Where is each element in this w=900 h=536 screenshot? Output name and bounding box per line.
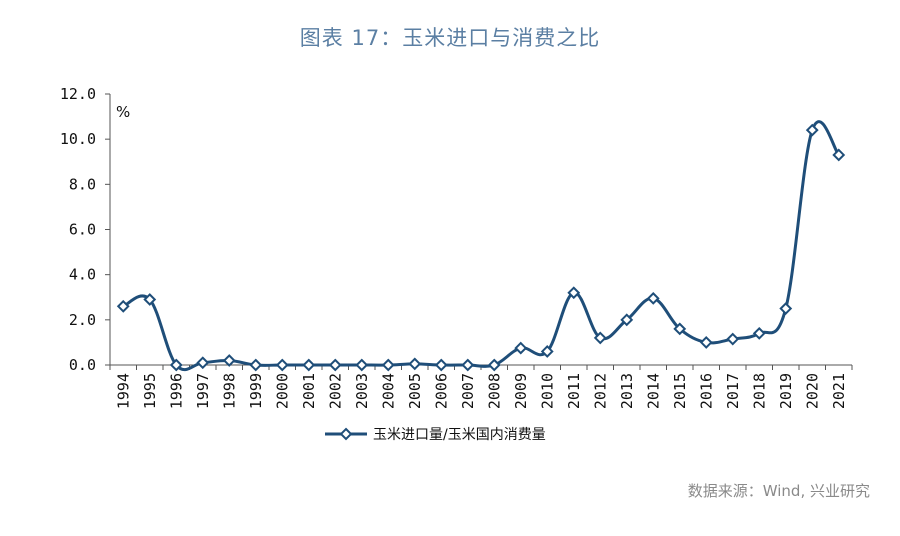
x-tick-label: 2000: [273, 373, 291, 409]
data-point: [752, 326, 766, 340]
x-axis: 1994 1995 1996 1997 1998 1999 2000 2001 2002 2003…: [109, 364, 853, 409]
data-point: [487, 358, 501, 372]
data-point: [328, 358, 342, 372]
x-tick-label: 2014: [644, 373, 662, 409]
x-tick-label: 2001: [300, 373, 318, 409]
data-point: [408, 357, 422, 371]
data-point: [196, 356, 210, 370]
x-tick-label: 2020: [803, 373, 821, 409]
data-point: [805, 123, 819, 137]
data-point: [540, 345, 554, 358]
data-point: [434, 358, 448, 372]
x-tick-label: 2018: [750, 373, 768, 409]
x-tick-label: 2019: [777, 373, 795, 409]
x-tick-label: 2007: [459, 373, 477, 409]
chart-title: 图表 17：玉米进口与消费之比: [299, 26, 601, 50]
x-tick-label: 1995: [141, 373, 159, 409]
series-line: [122, 120, 840, 372]
x-tick-label: 2005: [406, 373, 424, 409]
data-point: [249, 358, 263, 372]
x-tick-label: 2010: [538, 373, 556, 409]
x-tick-label: 2021: [830, 373, 848, 409]
x-tick-label: 1997: [194, 373, 212, 409]
data-point: [779, 302, 793, 315]
data-point: [222, 354, 236, 367]
x-tick-label: 2006: [432, 373, 450, 409]
data-point: [461, 358, 475, 372]
data-point: [381, 358, 395, 372]
data-point: [832, 148, 846, 162]
y-tick-label: 8.0: [69, 175, 96, 193]
x-tick-label: 2002: [326, 373, 344, 409]
x-tick-label: 2008: [485, 373, 503, 409]
data-point: [275, 358, 289, 372]
x-tick-label: 2013: [618, 373, 636, 409]
y-axis: 0.0 2.0 4.0 6.0 8.0 10.0 12.0: [60, 85, 111, 374]
data-point: [355, 358, 369, 372]
data-point: [593, 331, 607, 345]
x-tick-label: 1998: [220, 373, 238, 409]
data-point: [726, 332, 740, 346]
y-tick-label: 12.0: [60, 85, 96, 103]
x-tick-label: 2017: [724, 373, 742, 409]
x-tick-label: 1996: [167, 373, 185, 409]
data-point: [169, 358, 183, 372]
source-note: 数据来源：Wind, 兴业研究: [687, 482, 870, 500]
x-tick-label: 1994: [114, 373, 132, 409]
x-tick-label: 2003: [353, 373, 371, 409]
y-tick-label: 10.0: [60, 130, 96, 148]
y-tick-label: 2.0: [69, 311, 96, 329]
data-point: [302, 358, 316, 372]
y-tick-label: 0.0: [69, 356, 96, 374]
legend-marker: [339, 427, 353, 441]
legend: 玉米进口量/玉米国内消费量: [325, 427, 546, 443]
data-point: [116, 299, 130, 313]
y-tick-label: 6.0: [69, 221, 96, 239]
data-point: [143, 293, 157, 306]
x-tick-label: 2012: [591, 373, 609, 409]
data-point: [699, 336, 713, 349]
data-point: [673, 322, 687, 336]
plot-area: [116, 120, 846, 372]
x-tick-label: 1999: [247, 373, 265, 409]
x-tick-label: 2015: [671, 373, 689, 409]
x-tick-label: 2016: [697, 373, 715, 409]
legend-label: 玉米进口量/玉米国内消费量: [373, 427, 546, 443]
data-point: [620, 313, 634, 327]
y-unit-label: %: [116, 103, 130, 121]
x-tick-label: 2004: [379, 373, 397, 409]
x-tick-label: 2009: [512, 373, 530, 409]
y-tick-label: 4.0: [69, 266, 96, 284]
data-point: [646, 291, 660, 305]
data-point: [567, 286, 581, 300]
data-point: [514, 341, 528, 355]
x-tick-label: 2011: [565, 373, 583, 409]
